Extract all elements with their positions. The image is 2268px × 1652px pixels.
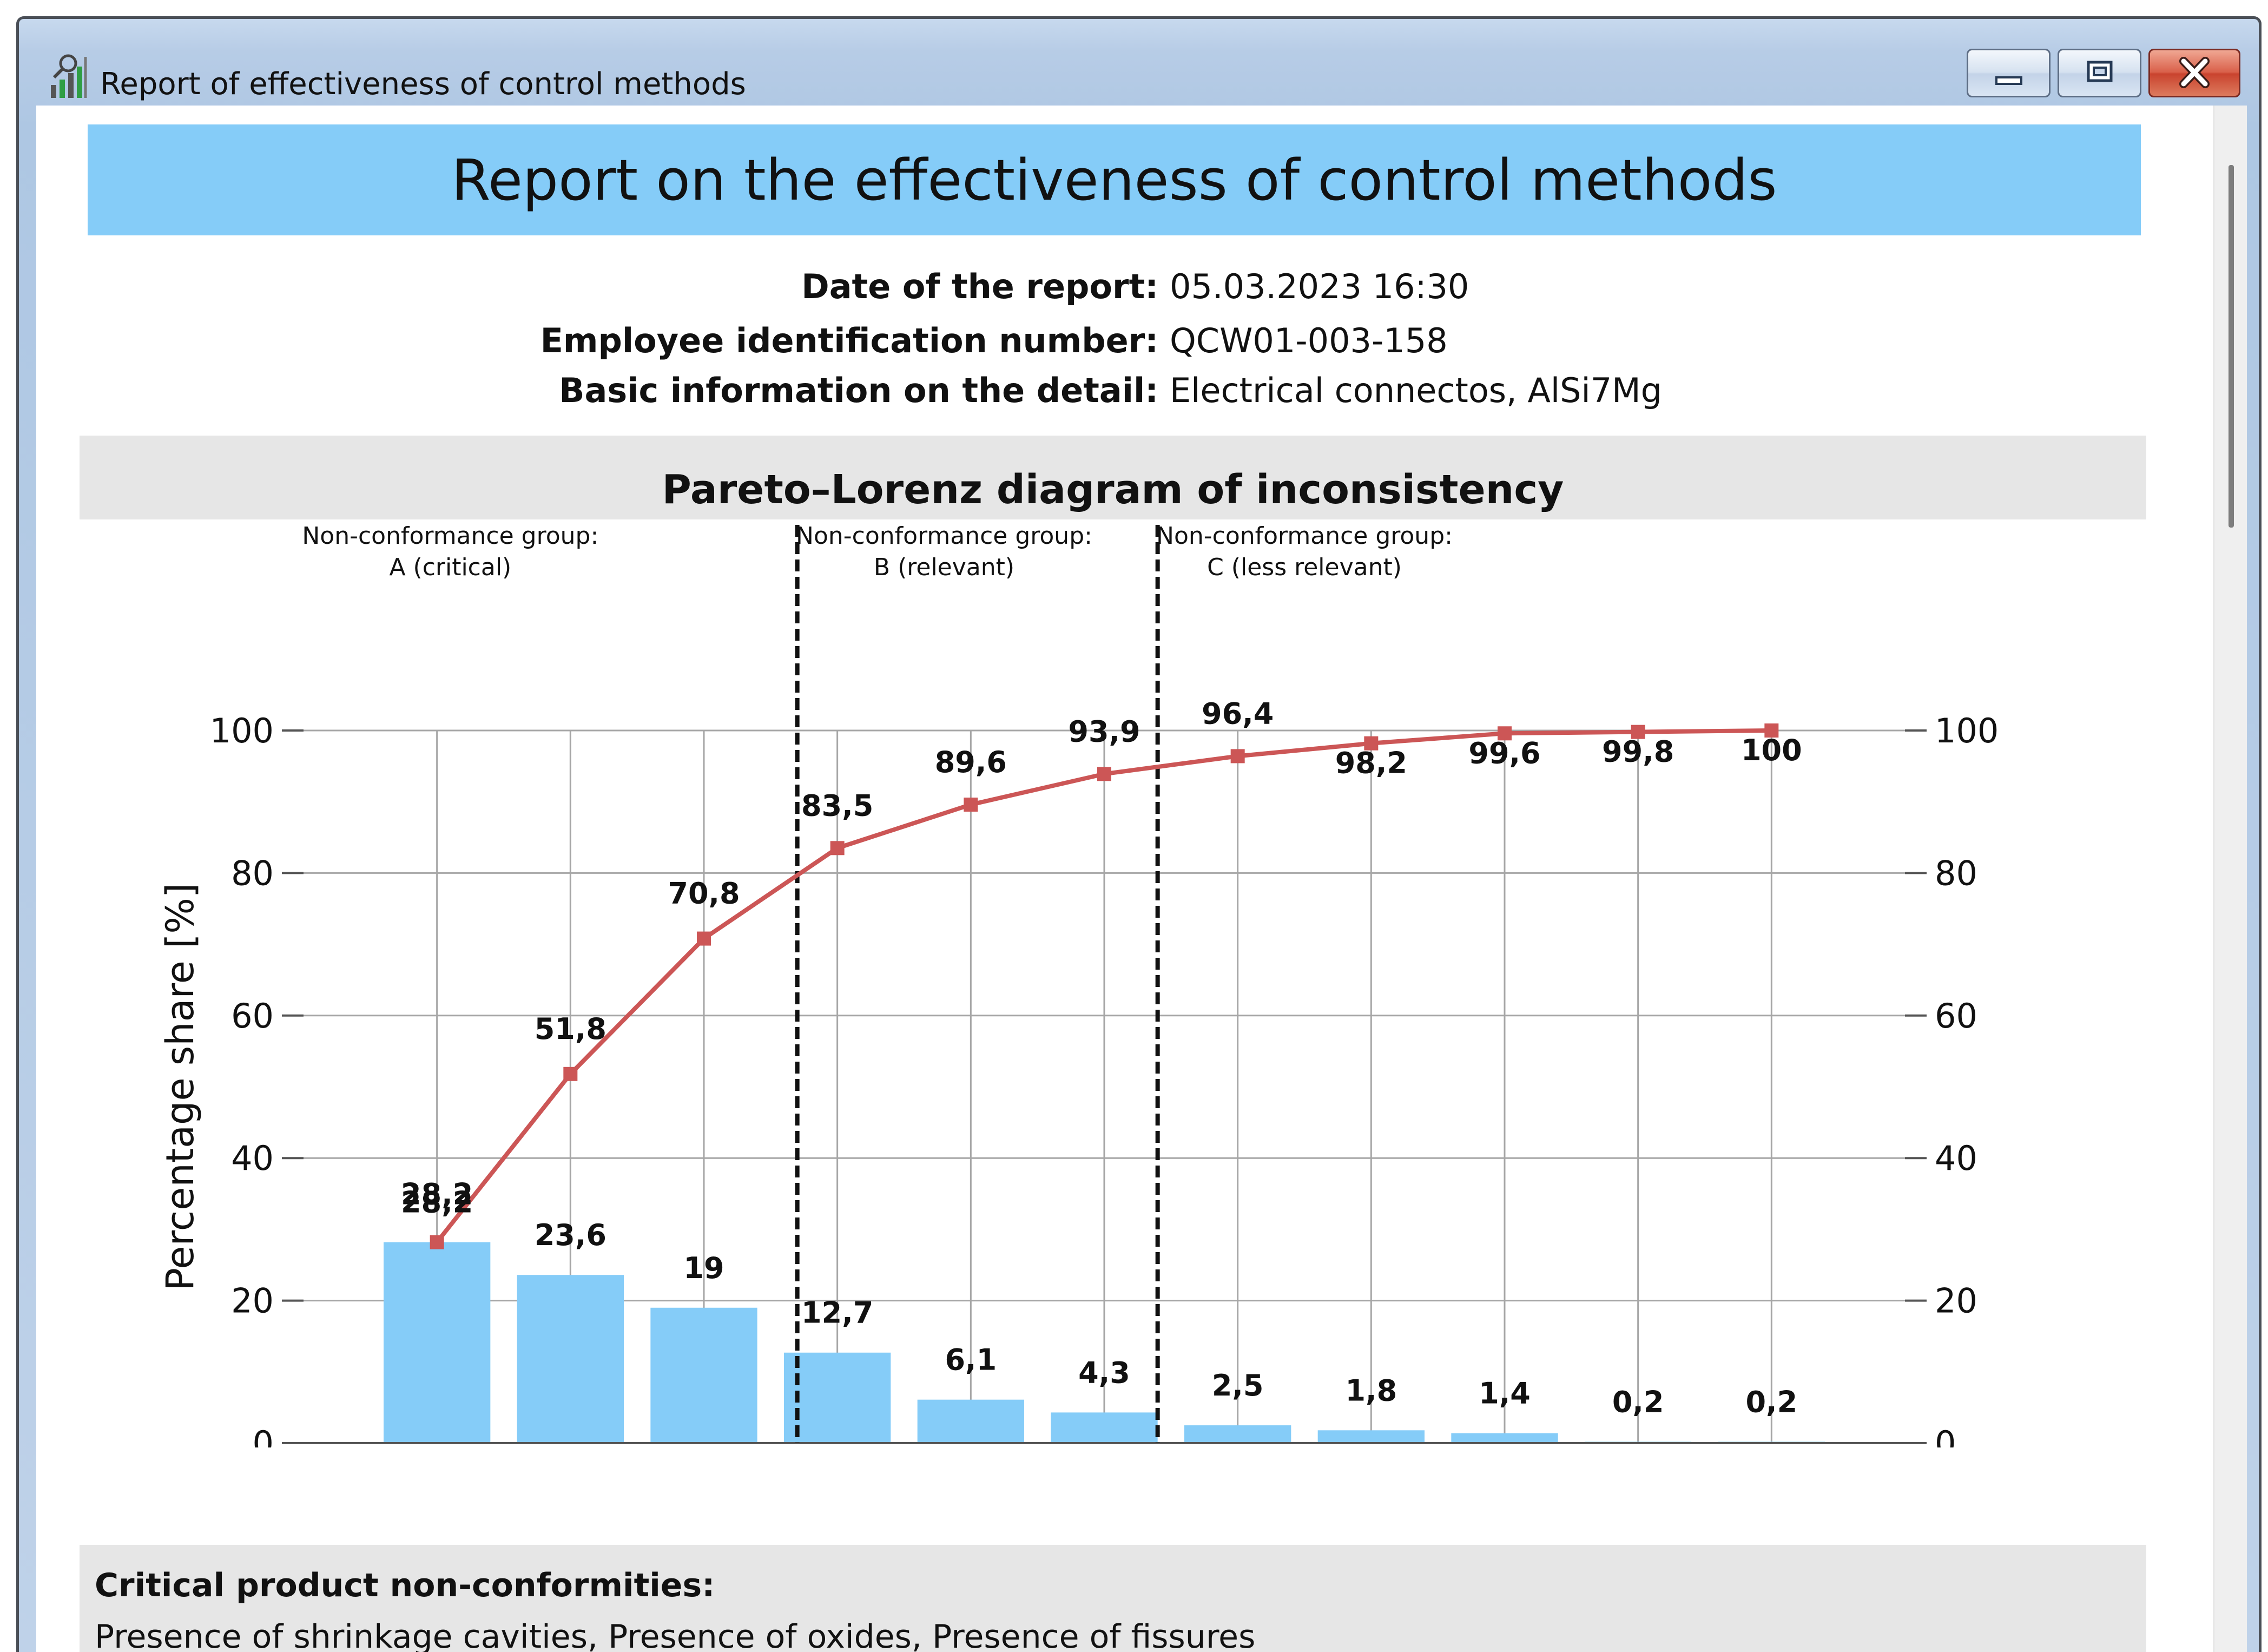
line-data-label: 89,6 [935,745,1007,779]
cumulative-point [1631,725,1645,739]
line-data-label: 93,9 [1068,714,1140,748]
line-data-label: 96,4 [1202,696,1274,730]
pareto-chart: 28,2 23,6 19 12,7 6,1 4,3 2,5 1,8 1,4 0,2 0,2 28,2 5… [158,522,1999,1447]
minimize-button[interactable] [1967,49,2051,97]
info-label: Basic information on the detail: [559,371,1158,410]
y-tick-label-right: 60 [1935,996,1977,1036]
chart-title: Pareto–Lorenz diagram of inconsistency [662,466,1564,513]
bar-data-label: 0,2 [1612,1385,1664,1419]
bar-data-label: 19 [683,1251,724,1285]
cumulative-point [697,931,711,946]
bar [384,1242,491,1443]
window-title: Report of effectiveness of control metho… [100,67,746,102]
bar-data-label: 12,7 [801,1296,873,1330]
line-data-label: 100 [1741,733,1802,767]
bar [517,1275,624,1443]
summary-panel: Critical product non-conformities: Prese… [80,1545,2146,1652]
line-data-label: 99,8 [1602,735,1674,769]
bar [1184,1425,1291,1443]
chart-title-bar: Pareto–Lorenz diagram of inconsistency [80,436,2146,519]
bar-data-label: 1,8 [1345,1373,1397,1407]
info-value: QCW01-003-158 [1170,321,1448,360]
critical-list: Presence of shrinkage cavities, Presence… [95,1618,1256,1652]
cumulative-point [563,1067,578,1081]
group-label-name: C (less relevant) [1207,554,1402,581]
group-label-title: Non-conformance group: [796,522,1092,550]
info-label: Date of the report: [801,267,1158,306]
bar [917,1399,1024,1443]
maximize-button[interactable] [2058,49,2141,97]
info-value: Electrical connectos, AlSi7Mg [1170,371,1662,410]
y-tick-label-left: 40 [231,1138,274,1178]
info-label: Employee identification number: [540,321,1158,360]
line-data-label: 28,2 [401,1177,473,1212]
y-tick-label-right: 80 [1935,853,1977,893]
report-header: Report on the effectiveness of control m… [88,124,2141,235]
y-tick-label-right: 20 [1935,1281,1977,1321]
line-data-label: 99,6 [1468,736,1540,770]
cumulative-point [1364,736,1379,751]
close-icon [2179,57,2210,88]
y-tick-label-left: 0 [253,1424,274,1447]
close-button[interactable] [2148,49,2240,97]
y-tick-label-left: 80 [231,853,274,893]
bar-data-label: 23,6 [535,1218,606,1252]
pareto-chart-panel: Pareto–Lorenz diagram of inconsistency 2… [80,436,2146,1447]
group-label-title: Non-conformance group: [302,522,598,550]
y-tick-label-right: 0 [1935,1424,1956,1447]
bar-data-label: 1,4 [1479,1377,1531,1411]
info-row-date: Date of the report: 05.03.2023 16:30 [36,267,2213,310]
bar-data-label: 28,2 [401,1186,473,1220]
bar-data-label: 2,5 [1212,1368,1264,1403]
info-value: 05.03.2023 16:30 [1170,267,1469,306]
bar-data-label: 0,2 [1745,1385,1797,1419]
critical-heading: Critical product non-conformities: [95,1567,715,1604]
y-tick-label-right: 100 [1935,711,1999,751]
info-row-employee: Employee identification number: QCW01-00… [36,321,2213,364]
cumulative-point [1230,749,1245,764]
y-tick-label-left: 20 [231,1281,274,1321]
bar-data-label: 6,1 [945,1343,997,1377]
report-window: Report of effectiveness of control metho… [16,16,2262,1652]
y-tick-label-left: 60 [231,996,274,1036]
cumulative-point [430,1235,444,1249]
y-tick-label-left: 100 [210,711,274,751]
y-tick-label-right: 40 [1935,1138,1977,1178]
line-data-label: 83,5 [801,788,873,822]
title-bar[interactable]: Report of effectiveness of control metho… [19,19,2259,122]
cumulative-point [830,841,845,855]
bar [1317,1430,1425,1443]
info-row-detail: Basic information on the detail: Electri… [36,371,2213,414]
report-content: Report on the effectiveness of control m… [36,106,2213,1652]
report-title: Report on the effectiveness of control m… [451,147,1777,213]
line-data-label: 70,8 [668,877,740,911]
cumulative-point [964,797,978,812]
bar [784,1352,891,1443]
cumulative-point [1097,767,1111,781]
bar [650,1307,757,1443]
bar [1451,1433,1558,1443]
restore-icon [2087,61,2113,82]
minimize-icon [1995,76,2022,85]
group-label-name: B (relevant) [874,554,1014,581]
group-label-name: A (critical) [389,554,511,581]
bar [1051,1412,1158,1443]
bar-data-label: 4,3 [1078,1355,1130,1390]
line-data-label: 98,2 [1335,746,1407,780]
vertical-scrollbar[interactable] [2213,106,2247,1652]
line-data-label: 51,8 [535,1012,606,1046]
group-label-title: Non-conformance group: [1156,522,1453,550]
report-app-icon [51,54,87,98]
cumulative-point [1764,723,1779,738]
cumulative-point [1498,726,1512,741]
scroll-thumb[interactable] [2229,165,2234,528]
y-axis-title: Percentage share [%] [158,883,202,1291]
